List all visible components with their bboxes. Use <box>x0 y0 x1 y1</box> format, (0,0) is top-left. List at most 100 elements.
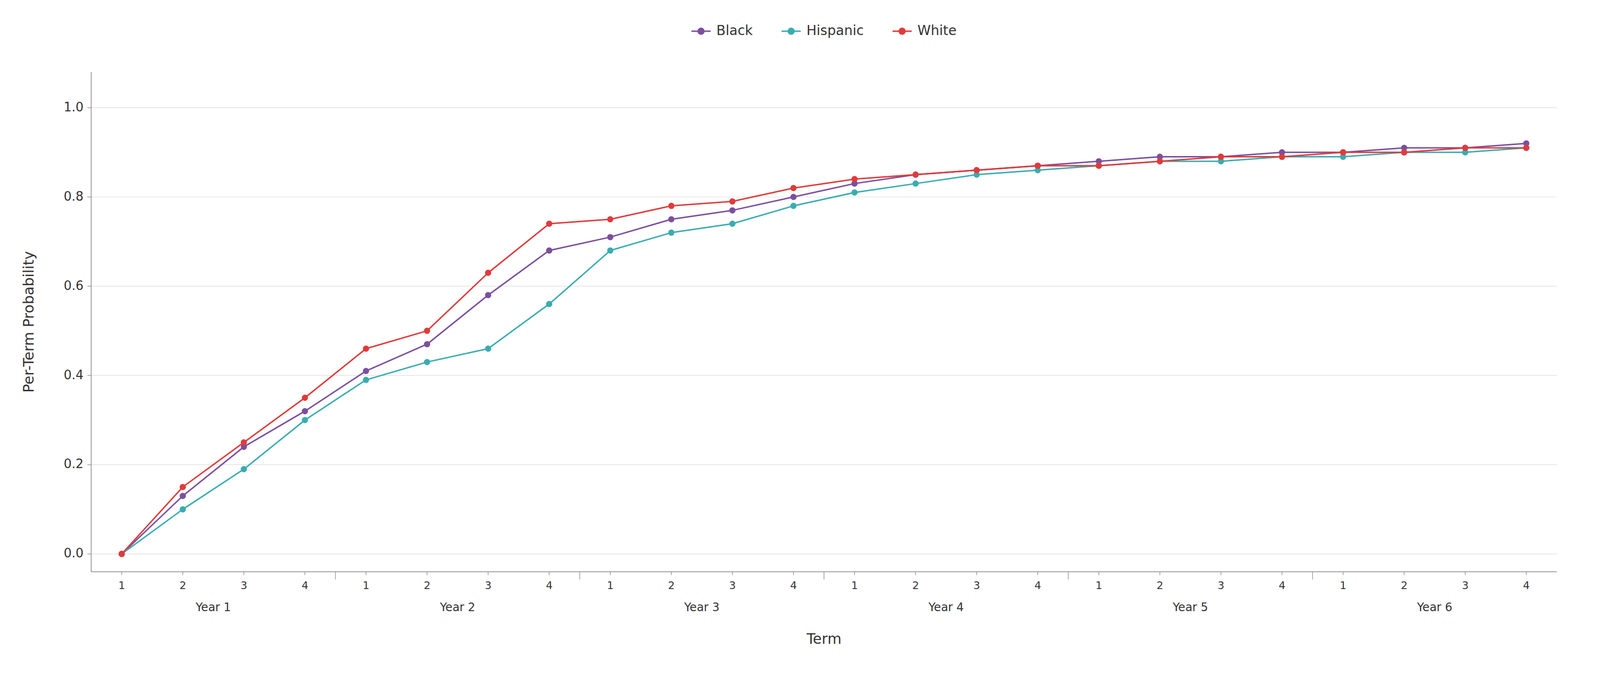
y-tick <box>87 196 92 198</box>
point <box>1034 162 1041 169</box>
point <box>851 189 858 196</box>
chart: 0.00.20.40.60.81.01234123412341234123412… <box>0 0 1600 687</box>
point <box>179 483 186 490</box>
point <box>1217 153 1225 160</box>
point <box>729 220 736 227</box>
point <box>607 215 614 223</box>
point <box>118 550 125 557</box>
point <box>668 215 675 223</box>
y-tick-label: 1.0 <box>63 99 84 115</box>
point <box>668 229 675 236</box>
legend-item: Black <box>691 22 754 39</box>
series <box>118 144 1530 558</box>
point <box>118 550 125 557</box>
group-separator <box>579 571 580 580</box>
y-tick-label: 0.0 <box>63 545 84 561</box>
point <box>729 198 736 205</box>
group-separator <box>334 571 336 580</box>
legend-item: White <box>892 22 957 39</box>
point <box>1034 162 1041 169</box>
x-tick-label: 1 <box>607 579 614 592</box>
group-separator <box>823 571 824 580</box>
x-tick-label: 1 <box>1339 579 1347 592</box>
x-tick <box>1526 571 1527 575</box>
point <box>1339 149 1347 156</box>
point <box>485 345 492 352</box>
x-tick-label: 3 <box>1217 579 1225 592</box>
point <box>179 505 186 513</box>
x-tick-label: 1 <box>362 579 370 592</box>
x-tick-label: 3 <box>728 579 736 592</box>
point <box>1339 149 1347 156</box>
x-tick-label: 3 <box>484 579 492 592</box>
point <box>301 416 309 423</box>
point <box>301 394 309 401</box>
x-tick <box>670 571 672 575</box>
x-tick <box>1342 571 1344 575</box>
group-label: Year 3 <box>683 600 720 614</box>
x-tick-label: 4 <box>1034 579 1041 592</box>
point <box>1095 162 1102 169</box>
legend-marker <box>697 27 705 36</box>
point <box>668 202 675 209</box>
point <box>240 439 248 446</box>
y-tick-label: 0.8 <box>63 189 84 204</box>
point <box>790 184 797 192</box>
x-tick <box>1220 571 1222 575</box>
point <box>485 291 492 299</box>
x-tick-label: 2 <box>423 579 431 592</box>
group-label: Year 1 <box>195 600 232 614</box>
y-tick-label: 0.4 <box>63 367 84 383</box>
x-tick <box>609 571 611 575</box>
x-tick <box>1465 571 1466 575</box>
y-tick <box>87 553 92 554</box>
point <box>485 269 492 276</box>
group-label: Year 2 <box>439 600 476 614</box>
x-tick-label: 4 <box>545 579 553 592</box>
x-tick <box>732 571 733 575</box>
point <box>912 171 919 178</box>
grid-line <box>91 107 1557 108</box>
point <box>912 171 919 178</box>
x-tick <box>854 571 855 575</box>
point <box>1278 153 1286 160</box>
point <box>973 167 980 174</box>
grid-line <box>91 286 1557 287</box>
x-tick-label: 3 <box>1461 579 1469 592</box>
y-tick <box>87 286 92 287</box>
x-tick <box>182 571 183 575</box>
legend-label: White <box>917 22 957 39</box>
legend-marker <box>898 27 906 36</box>
x-tick <box>1159 571 1160 575</box>
x-tick <box>549 571 550 575</box>
point <box>1156 157 1163 165</box>
x-tick-label: 3 <box>973 579 980 592</box>
x-tick-label: 4 <box>301 579 309 592</box>
point <box>423 340 430 347</box>
point <box>546 220 553 227</box>
legend-label: Black <box>716 22 754 39</box>
line <box>121 143 1527 554</box>
x-tick-label: 2 <box>912 579 920 592</box>
legend: BlackHispanicWhite <box>691 22 957 39</box>
category-groups: Year 1Year 2Year 3Year 4Year 5Year 6 <box>195 571 1453 614</box>
x-tick-label: 1 <box>118 579 126 592</box>
x-axis-title: Term <box>806 630 842 647</box>
point <box>423 327 430 335</box>
point <box>301 407 309 415</box>
x-tick <box>488 571 489 575</box>
series <box>118 140 1530 557</box>
group-label: Year 6 <box>1416 600 1453 614</box>
x-ticks: 123412341234123412341234 <box>118 571 1530 592</box>
point <box>851 176 858 183</box>
x-tick <box>121 571 122 575</box>
x-tick <box>426 571 428 575</box>
x-tick <box>976 571 978 575</box>
x-tick <box>1037 571 1039 575</box>
point <box>423 358 430 366</box>
legend-marker <box>787 27 795 36</box>
point <box>546 247 553 254</box>
x-tick-label: 2 <box>668 579 675 592</box>
grid-line <box>91 464 1557 465</box>
line <box>121 147 1527 554</box>
